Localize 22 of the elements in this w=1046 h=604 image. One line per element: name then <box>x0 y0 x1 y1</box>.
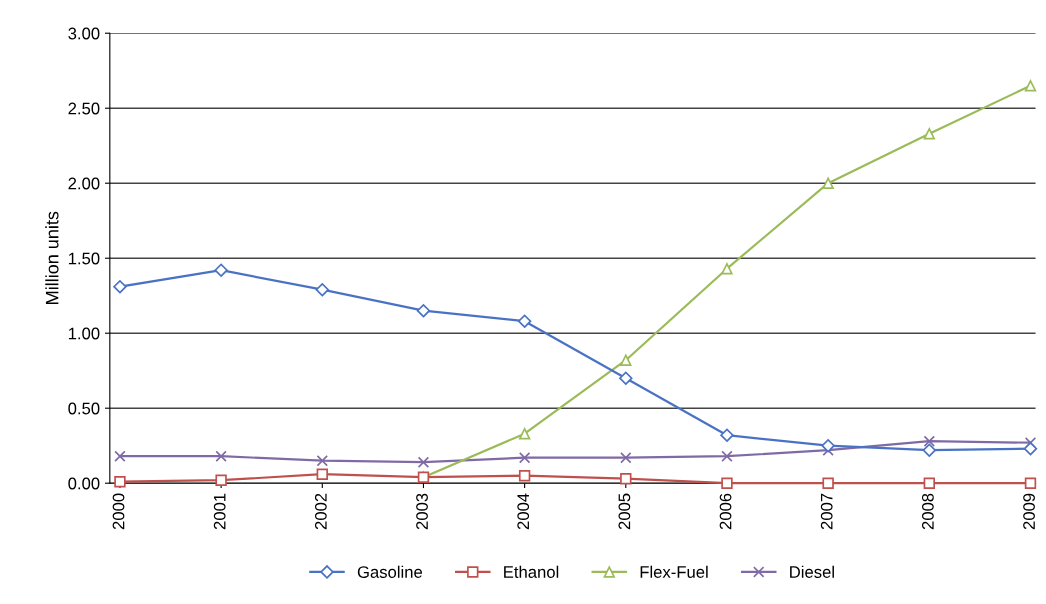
x-tick-label: 2008 <box>921 493 934 530</box>
legend-label: Diesel <box>790 565 834 578</box>
y-tick-label: 1.50 <box>68 252 100 265</box>
y-tick-label: 2.00 <box>68 177 100 190</box>
x-tick-label: 2002 <box>314 493 327 530</box>
x-tick-label: 2007 <box>820 493 833 530</box>
x-tick-label: 2005 <box>618 493 631 530</box>
x-tick-label: 2009 <box>1023 493 1035 530</box>
y-tick-label: 2.50 <box>68 102 100 115</box>
legend-label: Gasoline <box>357 565 423 578</box>
y-axis-title: Million units <box>45 211 59 304</box>
legend-label: Flex-Fuel <box>640 565 708 578</box>
y-tick-label: 0.00 <box>68 477 100 490</box>
x-tick-label: 2000 <box>112 493 125 530</box>
y-tick-label: 1.00 <box>68 327 100 340</box>
y-tick-label: 3.00 <box>68 27 100 40</box>
y-tick-label: 0.50 <box>68 402 100 415</box>
x-tick-label: 2006 <box>719 493 732 530</box>
legend-label: Ethanol <box>504 565 559 578</box>
x-tick-label: 2001 <box>213 493 226 530</box>
x-tick-label: 2003 <box>416 493 428 530</box>
x-tick-label: 2004 <box>517 493 530 530</box>
